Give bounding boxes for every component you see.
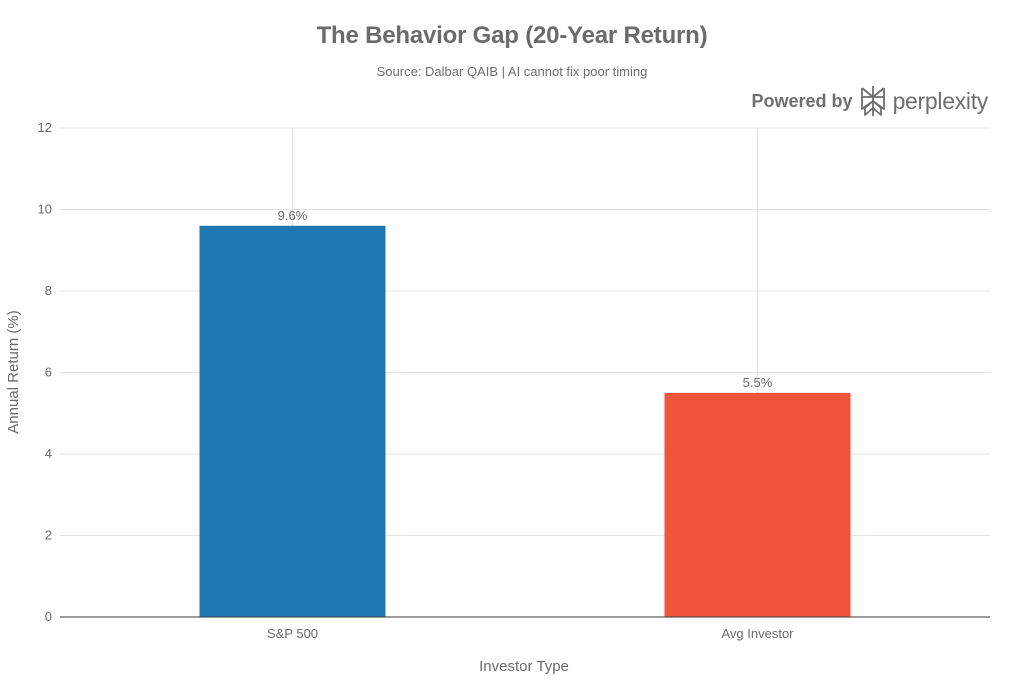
bar-value-label: 5.5% <box>743 375 773 390</box>
x-tick-label: S&P 500 <box>267 626 318 641</box>
y-tick-label: 0 <box>45 609 52 624</box>
axes: 0 2 4 6 8 10 12 S&P 500 Avg Investor <box>38 120 990 641</box>
y-tick-label: 8 <box>45 283 52 298</box>
y-tick-label: 12 <box>38 120 52 135</box>
chart-title: The Behavior Gap (20-Year Return) <box>316 22 708 49</box>
powered-by-badge: Powered by perplexity <box>752 84 988 118</box>
chart-subtitle: Source: Dalbar QAIB | AI cannot fix poor… <box>376 64 648 79</box>
y-tick-label: 4 <box>45 446 52 461</box>
powered-by-label: Powered by <box>751 90 853 111</box>
perplexity-wordmark: perplexity <box>892 87 989 114</box>
y-axis-label: Annual Return (%) <box>5 310 22 433</box>
bar-value-label: 9.6% <box>278 208 308 223</box>
y-tick-label: 2 <box>45 528 52 543</box>
y-tick-label: 10 <box>38 202 52 217</box>
bar-s-p-500 <box>199 225 386 618</box>
perplexity-logo-icon <box>860 86 885 116</box>
bars: 9.6% 5.5% <box>199 208 851 618</box>
x-axis-label: Investor Type <box>479 658 569 675</box>
x-tick-label: Avg Investor <box>721 626 794 641</box>
y-tick-label: 6 <box>45 365 52 380</box>
bar-avg-investor <box>664 392 851 617</box>
